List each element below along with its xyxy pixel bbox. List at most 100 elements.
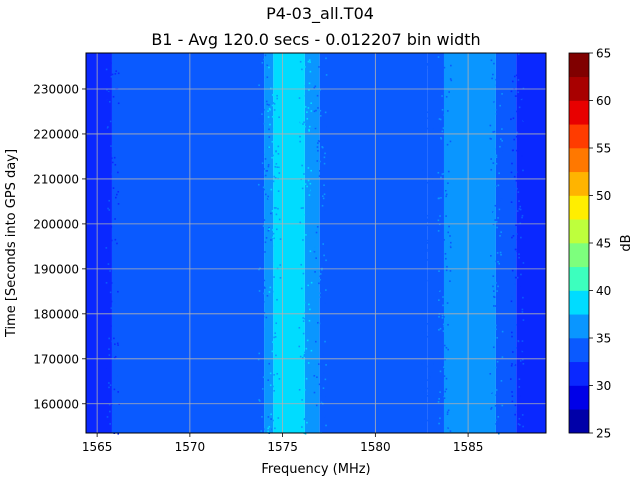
speckle [267,164,270,166]
speckle [268,66,270,69]
speckle [509,378,512,380]
heatmap-bands [86,53,546,433]
speckle [117,72,120,75]
x-axis-label: Frequency (MHz) [261,462,370,477]
speckle [267,180,270,183]
speckle [113,388,116,391]
speckle [431,363,434,365]
speckle [112,187,115,189]
speckle [303,214,306,216]
speckle [426,239,429,242]
speckle [106,275,109,278]
speckle [317,327,319,330]
speckle [495,423,498,425]
speckle [424,76,427,78]
speckle [305,123,307,125]
speckle [425,67,428,70]
speckle [495,324,497,327]
speckle [266,64,269,66]
speckle [113,105,116,107]
speckle [271,115,274,118]
speckle [445,275,448,277]
speckle [300,205,303,207]
speckle [445,215,447,217]
speckle [445,377,448,380]
speckle [321,268,323,271]
speckle [272,419,274,422]
speckle [431,284,434,287]
y-tick-label: 160000 [33,397,79,411]
speckle [430,345,433,348]
speckle [323,184,325,187]
speckle [492,100,495,103]
speckle [110,325,112,327]
speckle [268,146,270,149]
speckle [271,245,274,247]
speckle [265,316,268,319]
speckle [304,362,307,365]
speckle [266,76,269,79]
speckle [303,353,306,356]
speckle [511,76,513,79]
speckle [306,185,308,188]
speckle [429,364,431,367]
speckle [511,318,514,320]
speckle [266,94,268,97]
y-tick-label: 210000 [33,172,79,186]
speckle [299,60,302,63]
speckle [275,207,277,209]
speckle [501,140,503,142]
speckle [426,395,429,397]
speckle [428,239,431,242]
speckle [112,243,115,246]
speckle [275,132,278,134]
speckle [115,278,118,281]
speckle [269,367,272,370]
speckle [323,266,326,268]
speckle [431,160,434,162]
speckle [309,308,311,311]
speckle [108,337,110,340]
speckle [273,109,276,111]
speckle [439,370,442,373]
speckle [107,220,109,223]
speckle [429,218,432,220]
heatmap-plot-area [85,52,547,435]
speckle [267,416,270,418]
speckle [299,355,302,358]
speckle [441,77,443,79]
speckle [424,249,427,252]
speckle [258,181,261,184]
speckle [494,84,496,87]
speckle [308,194,311,196]
speckle [510,201,513,203]
speckle [516,229,519,231]
speckle [428,87,430,89]
speckle [443,239,445,241]
speckle [320,196,323,199]
speckle [428,301,431,304]
speckle [272,236,274,239]
speckle [449,140,452,143]
speckle [310,368,313,370]
heatmap-band-1 [111,53,265,433]
speckle [492,131,495,133]
speckle [443,173,445,175]
speckle [304,351,306,354]
speckle [325,240,328,242]
speckle [425,242,428,244]
speckle [276,166,279,169]
x-tick-label: 1565 [82,440,113,454]
speckle [268,362,271,365]
speckle [490,138,492,140]
speckle [269,119,272,122]
speckle [428,363,430,365]
speckle [319,160,321,163]
speckle [279,238,282,240]
speckle [432,111,435,113]
speckle [112,236,114,239]
speckle [431,326,434,329]
speckle [510,174,512,176]
speckle [279,427,281,430]
speckle [308,80,310,82]
